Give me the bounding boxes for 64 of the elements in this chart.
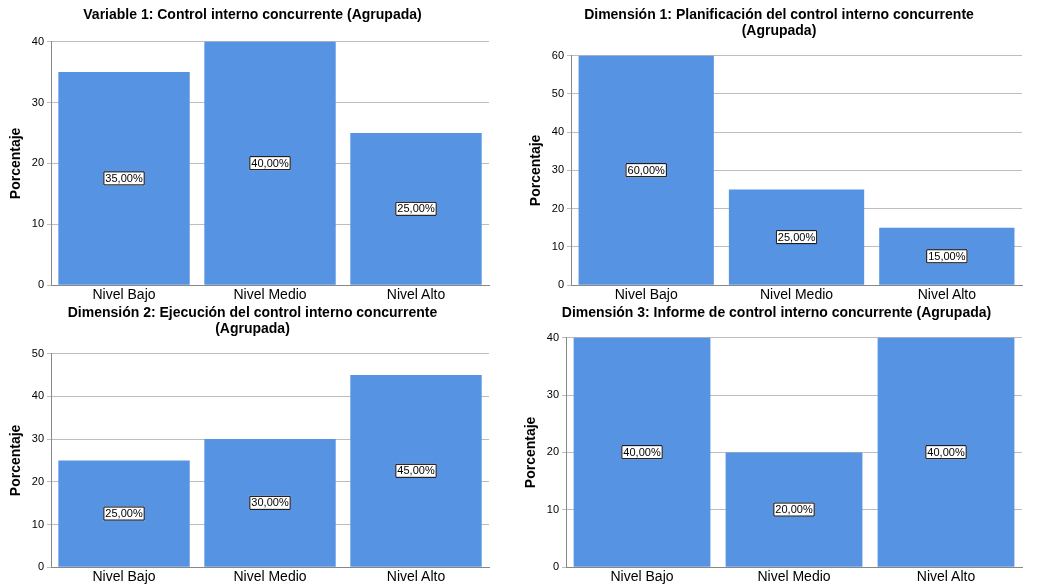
chart-title: Dimensión 2: Ejecución del control interno concurrente (Agrupada) — [66, 304, 439, 338]
y-tick-label: 40 — [546, 330, 560, 343]
data-label: 35,00% — [105, 171, 143, 184]
chart-title: Dimensión 1: Planificación del control interno concurrente (Agrupada) — [583, 6, 975, 40]
data-label: 20,00% — [775, 503, 813, 516]
y-tick-label: 30 — [31, 95, 45, 108]
data-label: 25,00% — [777, 230, 816, 243]
bar — [204, 439, 336, 567]
y-tick-label: 10 — [546, 502, 560, 515]
chart-title: Variable 1: Control interno concurrente (Agrupada) — [82, 6, 423, 24]
x-tick-label: Nivel Medio — [233, 286, 307, 303]
y-tick-label: 40 — [551, 125, 565, 138]
x-tick-label: Nivel Alto — [386, 568, 446, 585]
y-tick-label: 40 — [31, 34, 45, 47]
y-tick-label: 20 — [31, 474, 45, 487]
bar — [58, 72, 190, 285]
y-tick-label: 0 — [552, 560, 560, 573]
x-tick-label: Nivel Bajo — [610, 568, 674, 585]
bar — [350, 374, 482, 567]
x-tick-label: Nivel Alto — [916, 568, 976, 585]
data-label: 25,00% — [397, 202, 435, 215]
x-tick-label: Nivel Bajo — [614, 286, 678, 303]
y-tick-label: 30 — [546, 388, 560, 401]
y-tick-label: 20 — [551, 201, 565, 214]
x-tick-label: Nivel Medio — [233, 568, 307, 585]
y-tick-label: 40 — [31, 389, 45, 402]
y-tick-label: 0 — [37, 560, 45, 573]
bar — [350, 132, 482, 285]
data-label: 45,00% — [397, 464, 435, 477]
data-label: 15,00% — [928, 249, 966, 262]
y-axis-title: Porcentaje — [527, 134, 544, 207]
x-tick-label: Nivel Medio — [759, 286, 834, 303]
y-tick-label: 10 — [31, 517, 45, 530]
bar — [578, 55, 714, 285]
bar — [879, 227, 1015, 285]
chart-title: Dimensión 3: Informe de control interno concurrente (Agrupada) — [560, 304, 993, 322]
x-tick-label: Nivel Alto — [386, 286, 446, 303]
y-tick-label: 60 — [551, 48, 565, 61]
y-axis-title: Porcentaje — [7, 424, 24, 497]
x-tick-label: Nivel Medio — [757, 568, 831, 585]
data-label: 40,00% — [927, 445, 965, 458]
bar — [204, 41, 336, 285]
y-tick-label: 10 — [31, 217, 45, 230]
data-label: 25,00% — [105, 507, 143, 520]
y-tick-label: 20 — [546, 445, 560, 458]
y-tick-label: 30 — [31, 432, 45, 445]
bar — [58, 460, 190, 567]
y-tick-label: 20 — [31, 156, 45, 169]
y-tick-label: 30 — [551, 163, 565, 176]
y-tick-label: 50 — [31, 346, 45, 359]
y-axis-title: Porcentaje — [7, 127, 24, 200]
data-label: 40,00% — [251, 156, 289, 169]
y-tick-label: 0 — [37, 278, 45, 291]
data-label: 40,00% — [623, 445, 661, 458]
y-axis-title: Porcentaje — [522, 416, 539, 489]
y-tick-label: 10 — [551, 239, 565, 252]
data-label: 60,00% — [627, 163, 666, 176]
y-tick-label: 0 — [557, 278, 565, 291]
x-tick-label: Nivel Bajo — [92, 286, 156, 303]
y-tick-label: 50 — [551, 86, 565, 99]
x-tick-label: Nivel Bajo — [92, 568, 156, 585]
bar — [728, 189, 865, 285]
data-label: 30,00% — [251, 496, 289, 509]
x-tick-label: Nivel Alto — [917, 286, 977, 303]
